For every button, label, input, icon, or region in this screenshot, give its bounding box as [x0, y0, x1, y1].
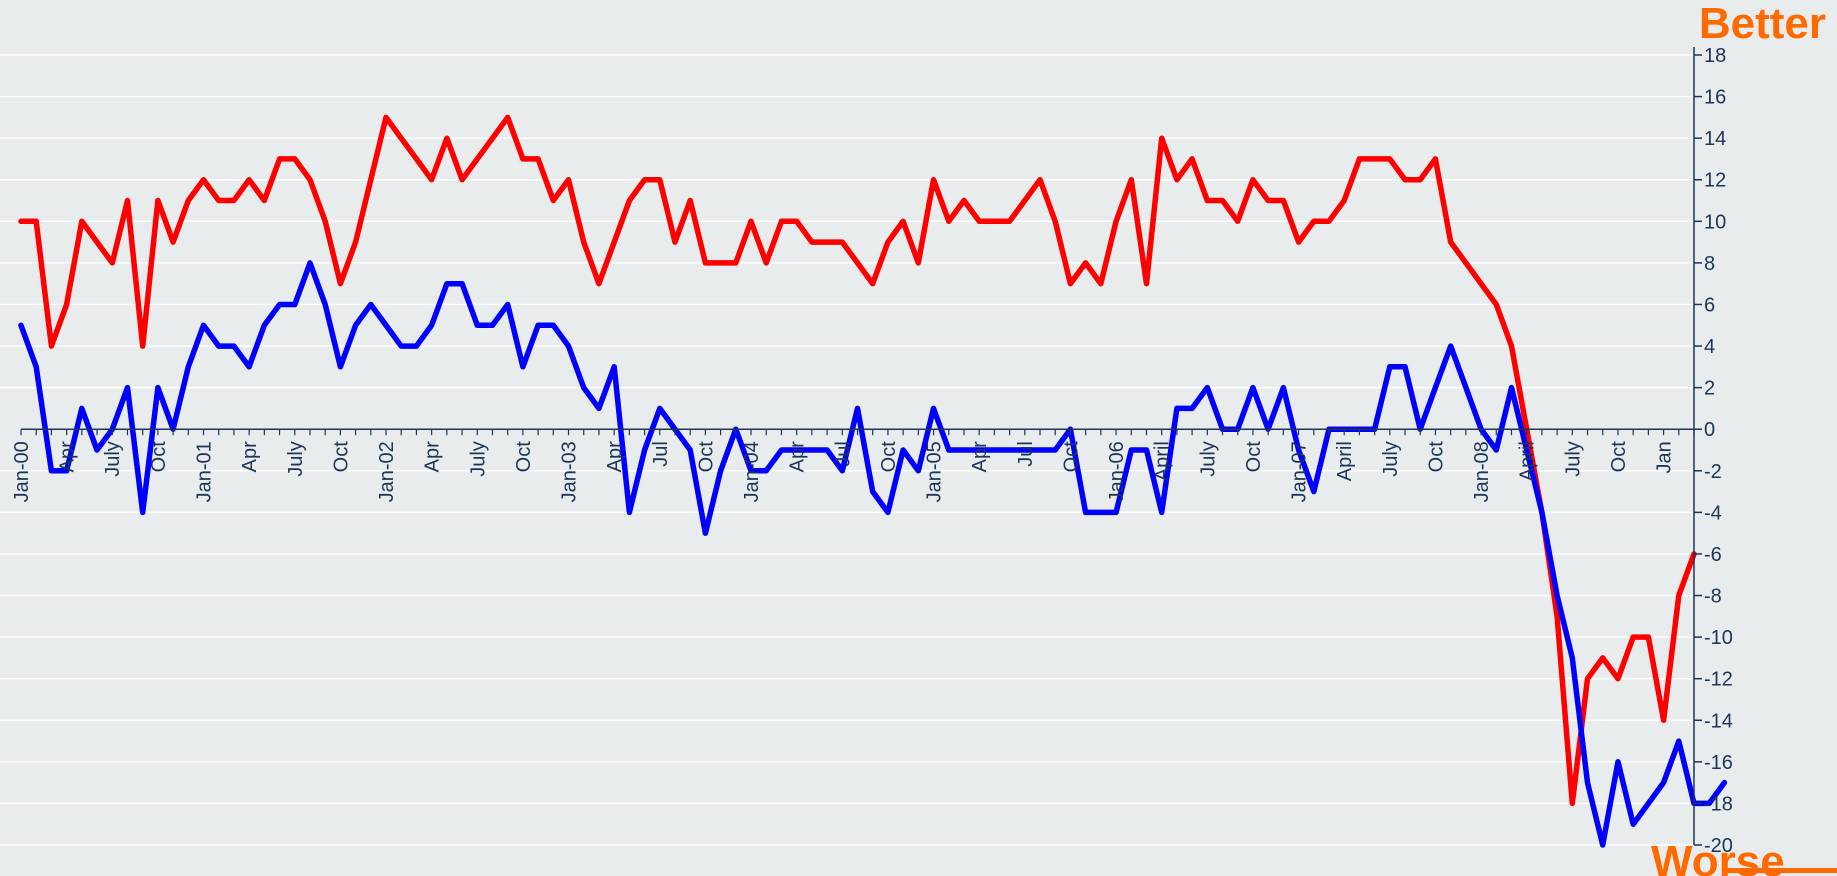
x-tick-label: Jan-01: [194, 441, 216, 502]
x-tick-label: Oct: [513, 441, 535, 473]
gridlines: [0, 54, 1694, 846]
y-tick-label: 4: [1704, 336, 1715, 358]
x-tick-label: April: [1334, 441, 1356, 481]
x-tick-label: Apr: [604, 441, 626, 472]
x-tick-label: Oct: [1060, 441, 1082, 473]
x-tick-label: Apr: [239, 441, 261, 472]
y-tick-label: -16: [1704, 752, 1733, 774]
better-annotation: Better: [1699, 0, 1826, 48]
x-tick-label: Jan: [1654, 441, 1676, 473]
x-tick-label: Oct: [695, 441, 717, 473]
x-tick-label: July: [1562, 441, 1584, 477]
x-tick-label: Oct: [878, 441, 900, 473]
x-tick-label: Jan-04: [741, 441, 763, 502]
x-tick-label: Jul: [1015, 441, 1037, 467]
x-tick-label: July: [1380, 441, 1402, 477]
y-tick-label: -14: [1704, 710, 1733, 732]
series-line-1: [18, 114, 1697, 807]
y-tick-label: 16: [1704, 87, 1726, 109]
series-line-2: [18, 260, 1728, 848]
x-tick-label: Oct: [330, 441, 352, 473]
x-tick-label: Apr: [57, 441, 79, 472]
y-tick-label: 8: [1704, 253, 1715, 275]
worse-annotation: Worse: [1651, 837, 1785, 876]
x-tick-label: Jan-00: [11, 441, 33, 502]
y-tick-label: -18: [1704, 793, 1733, 815]
x-tick-label: Apr: [969, 441, 991, 472]
y-tick-label: 10: [1704, 211, 1726, 233]
x-tick-label: Oct: [1243, 441, 1265, 473]
x-tick-label: April: [1152, 441, 1174, 481]
y-tick-label: -2: [1704, 461, 1722, 483]
x-tick-label: Jan-02: [376, 441, 398, 502]
x-tick-label: April: [1517, 441, 1539, 481]
x-tick-label: Oct: [148, 441, 170, 473]
axes: 18 16 14 12 10 8 6 4 2 0 -2 -4 -6 -8 -10 -12 -14 -16 -18 -2…: [11, 45, 1837, 873]
x-tick-label: Apr: [422, 441, 444, 472]
y-tick-label: -6: [1704, 544, 1722, 566]
y-tick-label: -12: [1704, 669, 1733, 691]
x-tick-label: Jan-05: [924, 441, 946, 502]
x-tick-label: Jan-03: [559, 441, 581, 502]
series-lines: [18, 114, 1728, 848]
x-tick-label: Jul: [832, 441, 854, 467]
x-tick-label: Jul: [650, 441, 672, 467]
x-tick-label: July: [467, 441, 489, 477]
y-tick-label: -4: [1704, 502, 1722, 524]
y-tick-label: 18: [1704, 45, 1726, 67]
y-tick-label: -10: [1704, 627, 1733, 649]
y-tick-label: 12: [1704, 170, 1726, 192]
x-tick-label: July: [102, 441, 124, 477]
x-tick-label: Jan-08: [1471, 441, 1493, 502]
y-tick-label: 14: [1704, 128, 1726, 150]
x-tick-label: Apr: [787, 441, 809, 472]
x-tick-label: Jan-07: [1289, 441, 1311, 502]
y-tick-label: 0: [1704, 419, 1715, 441]
x-tick-label: July: [285, 441, 307, 477]
x-tick-label: July: [1197, 441, 1219, 477]
worse-marker: [1722, 868, 1837, 873]
y-tick-label: -20: [1704, 835, 1733, 857]
x-tick-label: Oct: [1608, 441, 1630, 473]
x-tick-label: Oct: [1425, 441, 1447, 473]
y-tick-label: -8: [1704, 586, 1722, 608]
y-tick-label: 6: [1704, 294, 1715, 316]
y-tick-label: 2: [1704, 378, 1715, 400]
x-tick-label: Jan-06: [1106, 441, 1128, 502]
